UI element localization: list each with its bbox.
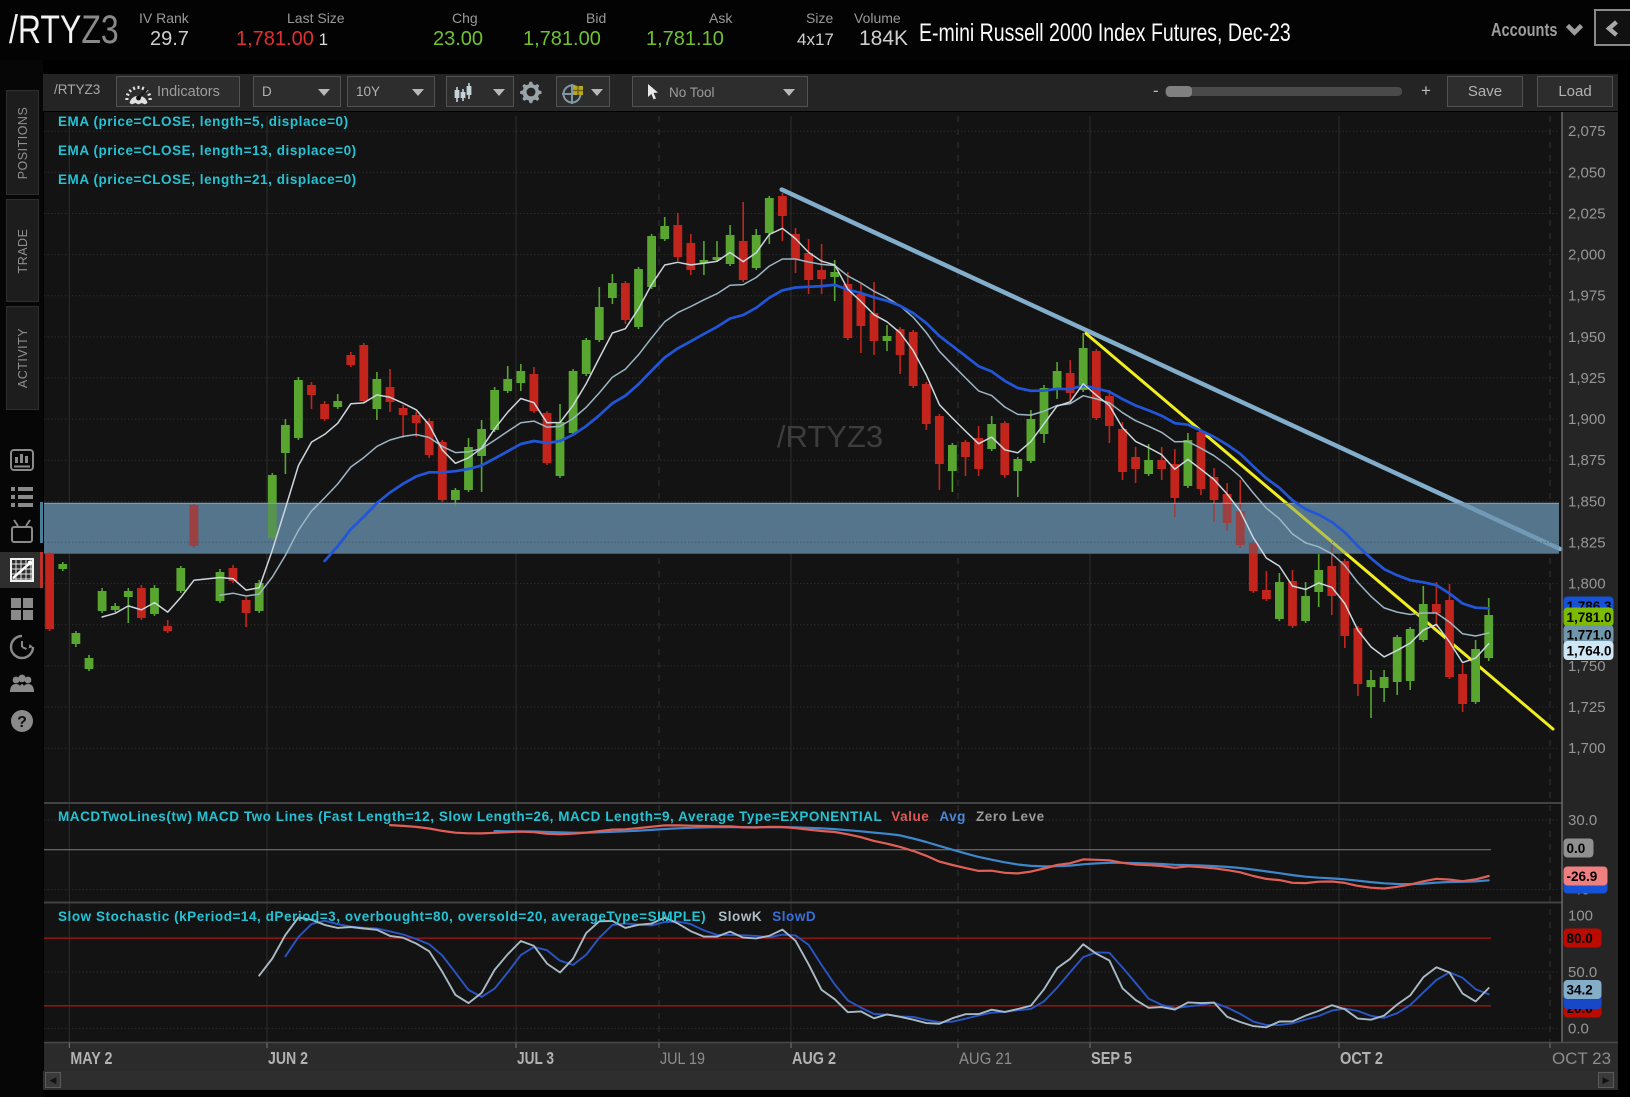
svg-text:OCT 2: OCT 2 — [1340, 1048, 1383, 1068]
svg-text:/RTYZ3: /RTYZ3 — [777, 419, 883, 454]
svg-text:EMA (price=CLOSE, length=21, d: EMA (price=CLOSE, length=21, displace=0) — [58, 172, 357, 187]
svg-text:JUL 19: JUL 19 — [660, 1050, 705, 1068]
svg-text:1,975: 1,975 — [1568, 288, 1606, 305]
svg-text:1,850: 1,850 — [1568, 493, 1606, 510]
svg-text:1,764.0: 1,764.0 — [1567, 643, 1612, 658]
svg-text:1,875: 1,875 — [1568, 452, 1606, 469]
svg-text:MACDTwoLines(tw) MACD Two Line: MACDTwoLines(tw) MACD Two Lines (Fast Le… — [58, 809, 1045, 824]
svg-text:EMA (price=CLOSE, length=5, di: EMA (price=CLOSE, length=5, displace=0) — [58, 114, 349, 129]
svg-text:AUG 21: AUG 21 — [959, 1050, 1012, 1068]
svg-text:80.0: 80.0 — [1567, 931, 1593, 946]
svg-text:1,750: 1,750 — [1568, 658, 1606, 675]
svg-text:2,000: 2,000 — [1568, 247, 1606, 264]
svg-text:1,825: 1,825 — [1568, 535, 1606, 552]
svg-text:2,050: 2,050 — [1568, 164, 1606, 181]
svg-text:Slow Stochastic (kPeriod=14, d: Slow Stochastic (kPeriod=14, dPeriod=3, … — [58, 909, 816, 924]
svg-text:JUN 2: JUN 2 — [268, 1048, 308, 1068]
svg-text:-26.9: -26.9 — [1567, 869, 1598, 884]
svg-text:1,781.0: 1,781.0 — [1567, 610, 1612, 625]
svg-text:1,725: 1,725 — [1568, 699, 1606, 716]
svg-text:EMA (price=CLOSE, length=13, d: EMA (price=CLOSE, length=13, displace=0) — [58, 143, 357, 158]
svg-text:34.2: 34.2 — [1567, 982, 1593, 997]
svg-text:0.0: 0.0 — [1568, 1020, 1589, 1037]
svg-text:30.0: 30.0 — [1568, 812, 1597, 829]
svg-text:2,075: 2,075 — [1568, 123, 1606, 140]
svg-text:OCT 23: OCT 23 — [1552, 1050, 1611, 1068]
svg-text:AUG 2: AUG 2 — [792, 1048, 836, 1068]
svg-text:JUL 3: JUL 3 — [517, 1048, 554, 1068]
svg-text:1,771.0: 1,771.0 — [1567, 627, 1612, 642]
svg-text:0.0: 0.0 — [1567, 841, 1586, 856]
svg-text:50.0: 50.0 — [1568, 964, 1597, 981]
svg-text:1,800: 1,800 — [1568, 576, 1606, 593]
svg-text:100: 100 — [1568, 908, 1593, 925]
svg-text:SEP 5: SEP 5 — [1091, 1048, 1132, 1068]
svg-text:1,925: 1,925 — [1568, 370, 1606, 387]
svg-text:1,700: 1,700 — [1568, 740, 1606, 757]
svg-text:1,950: 1,950 — [1568, 329, 1606, 346]
svg-text:2,025: 2,025 — [1568, 206, 1606, 223]
svg-text:1,900: 1,900 — [1568, 411, 1606, 428]
svg-text:MAY 2: MAY 2 — [70, 1048, 112, 1068]
svg-text:?: ? — [17, 714, 27, 731]
